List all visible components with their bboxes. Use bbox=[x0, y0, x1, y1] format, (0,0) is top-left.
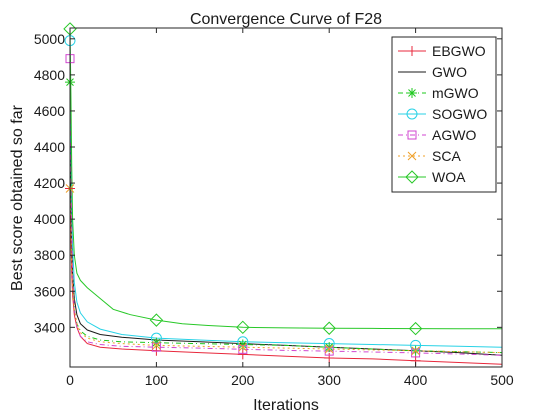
legend-label-mgwo: mGWO bbox=[432, 85, 479, 101]
marker-agwo bbox=[151, 342, 161, 352]
x-tick-label: 300 bbox=[318, 372, 342, 388]
x-tick-label: 200 bbox=[231, 372, 255, 388]
x-tick-label: 400 bbox=[404, 372, 428, 388]
legend-label-sogwo: SOGWO bbox=[432, 106, 487, 122]
y-tick-label: 4800 bbox=[34, 67, 65, 83]
series-line-agwo bbox=[69, 58, 503, 356]
y-tick-label: 4200 bbox=[34, 175, 65, 191]
marker-sca bbox=[152, 341, 161, 350]
marker-agwo bbox=[324, 346, 334, 356]
marker-sca bbox=[324, 344, 334, 354]
y-tick-label: 3600 bbox=[34, 283, 65, 299]
marker-sca bbox=[411, 346, 420, 356]
marker-sca bbox=[238, 342, 248, 352]
x-tick-label: 100 bbox=[145, 372, 169, 388]
legend-marker-sca bbox=[407, 151, 417, 161]
x-tick-label: 500 bbox=[490, 372, 514, 388]
series-line-ebgwo bbox=[69, 188, 503, 365]
y-axis-label: Best score obtained so far bbox=[9, 104, 26, 291]
y-tick-label: 4600 bbox=[34, 103, 65, 119]
marker-woa bbox=[408, 321, 423, 336]
marker-mgwo bbox=[237, 339, 248, 350]
marker-ebgwo bbox=[237, 349, 248, 360]
legend-label-woa: WOA bbox=[432, 169, 466, 185]
y-tick-label: 5000 bbox=[34, 31, 65, 47]
legend-marker-ebgwo bbox=[407, 46, 417, 56]
series-line-woa bbox=[69, 28, 502, 330]
legend-label-gwo: GWO bbox=[432, 64, 467, 80]
y-tick-label: 3800 bbox=[34, 247, 65, 263]
legend-marker-sogwo bbox=[406, 108, 418, 120]
y-tick-label: 4000 bbox=[34, 211, 65, 227]
axes-box bbox=[69, 27, 503, 368]
legend: EBGWO GWO mGWO SOGWO AGWO SCA WOA bbox=[391, 36, 497, 193]
x-tick-label: 0 bbox=[66, 372, 74, 388]
marker-agwo bbox=[411, 348, 421, 358]
legend-label-agwo: AGWO bbox=[432, 127, 476, 143]
chart-title: Convergence Curve of F28 bbox=[190, 11, 382, 28]
series-line-sogwo bbox=[69, 40, 503, 348]
marker-woa bbox=[149, 313, 164, 327]
series-line-mgwo bbox=[69, 82, 503, 354]
marker-agwo bbox=[238, 344, 248, 354]
x-axis-label: Iterations bbox=[253, 397, 319, 414]
legend-label-ebgwo: EBGWO bbox=[432, 43, 486, 59]
legend-marker-mgwo bbox=[407, 88, 417, 98]
legend-label-sca: SCA bbox=[432, 148, 461, 164]
plot-area: 0 100 200 300 400 500 3400 3600 3800 4000 4200 4400… bbox=[34, 22, 514, 388]
y-tick-label: 3400 bbox=[34, 319, 65, 335]
marker-woa bbox=[236, 320, 250, 335]
legend-marker-woa bbox=[405, 170, 419, 184]
marker-woa bbox=[322, 321, 336, 335]
legend-marker-agwo bbox=[407, 130, 417, 140]
y-tick-label: 4400 bbox=[34, 139, 65, 155]
